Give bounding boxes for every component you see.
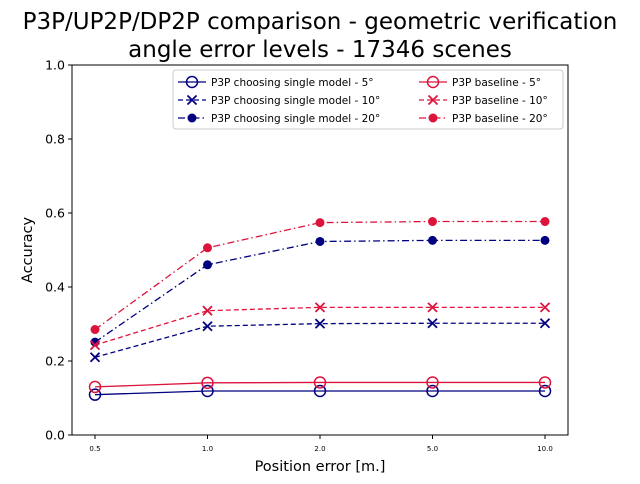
x-tick-label: 0.5 xyxy=(89,445,100,453)
data-point-s5-5-stroke-b xyxy=(539,302,551,313)
legend-label-6: P3P baseline - 20° xyxy=(452,113,548,125)
data-point-s5-1 xyxy=(89,339,101,351)
legend: P3P choosing single model - 5° P3P choosi… xyxy=(172,69,564,130)
legend-marker-5 xyxy=(427,94,439,106)
data-point-s1-4 xyxy=(426,384,439,398)
y-tick-label: 0.4 xyxy=(45,280,65,295)
data-point-s4-2 xyxy=(201,376,214,390)
chart-title-line-1: P3P/UP2P/DP2P comparison - geometric ver… xyxy=(23,9,618,35)
legend-label-2: P3P choosing single model - 10° xyxy=(211,95,380,107)
y-tick-label: 0.2 xyxy=(45,354,65,369)
x-tick-label: 10.0 xyxy=(537,445,553,453)
plot-area: 0.0 0.2 0.4 0.6 0.8 1.0 0.5 1.0 2.0 5.0 10.0 xyxy=(45,58,569,453)
data-point-s2-5 xyxy=(539,318,551,329)
series-line-5 xyxy=(94,306,545,346)
series-line-1 xyxy=(94,390,545,396)
legend-marker-5-stroke-b xyxy=(427,94,439,106)
x-axis-label: Position error [m.] xyxy=(255,459,386,475)
data-point-s6-2 xyxy=(203,243,212,253)
data-point-s3-3 xyxy=(315,236,325,246)
data-point-s4-1 xyxy=(88,380,102,394)
chart-title-line-2: angle error levels - 17346 scenes xyxy=(128,37,512,63)
data-point-s1-3 xyxy=(313,384,327,398)
legend-marker-4 xyxy=(426,75,440,89)
data-point-s2-3 xyxy=(314,318,326,329)
legend-marker-3 xyxy=(187,113,197,123)
legend-marker-2-stroke-b xyxy=(186,94,198,106)
legend-marker-1 xyxy=(185,75,199,89)
series-line-4 xyxy=(94,381,545,388)
data-point-s5-3 xyxy=(314,302,326,313)
y-tick-label: 0.8 xyxy=(45,132,65,147)
data-point-s4-5 xyxy=(538,376,552,389)
series-line-2 xyxy=(94,322,545,358)
legend-label-5: P3P baseline - 10° xyxy=(452,95,548,107)
y-tick-label: 0.6 xyxy=(45,206,65,221)
data-point-s3-5 xyxy=(540,235,550,245)
data-point-s2-4 xyxy=(427,318,438,329)
data-point-s2-2-stroke-b xyxy=(202,321,213,332)
data-point-s3-4 xyxy=(428,235,437,245)
data-point-s2-5-stroke-b xyxy=(539,318,551,329)
data-point-s6-3 xyxy=(315,218,325,228)
data-point-s2-2 xyxy=(202,321,213,332)
data-point-s5-5 xyxy=(539,302,551,313)
data-point-s5-2-stroke-b xyxy=(202,305,213,316)
y-tick-label: 1.0 xyxy=(45,58,65,73)
data-point-s2-3-stroke-b xyxy=(314,318,326,329)
data-point-s5-2 xyxy=(202,305,213,316)
data-point-s6-5 xyxy=(540,217,550,227)
data-point-s2-1-stroke-b xyxy=(89,352,101,363)
data-point-s5-4-stroke-b xyxy=(427,302,438,313)
data-point-s3-2 xyxy=(203,260,212,270)
legend-label-4: P3P baseline - 5° xyxy=(452,77,541,89)
legend-label-1: P3P choosing single model - 5° xyxy=(211,77,374,89)
data-point-s1-1 xyxy=(88,388,102,401)
y-tick-label: 0.0 xyxy=(45,428,65,443)
data-point-s1-2 xyxy=(201,384,214,398)
data-point-s5-4 xyxy=(427,302,438,313)
data-point-s2-4-stroke-b xyxy=(427,318,438,329)
data-point-s1-5 xyxy=(538,384,552,398)
data-point-s5-3-stroke-b xyxy=(314,302,326,313)
x-tick-label: 1.0 xyxy=(202,445,213,453)
series-line-6 xyxy=(94,220,545,331)
x-tick-label: 2.0 xyxy=(314,445,325,453)
data-point-s5-1-stroke-b xyxy=(89,339,101,351)
data-point-s4-3 xyxy=(313,376,327,389)
legend-box xyxy=(172,69,564,130)
x-tick-label: 5.0 xyxy=(427,445,438,453)
legend-marker-2 xyxy=(186,94,198,106)
data-point-s2-1 xyxy=(89,352,101,363)
data-point-s6-1 xyxy=(90,325,100,335)
y-axis-label: Accuracy xyxy=(20,216,36,283)
data-point-s4-4 xyxy=(426,376,439,389)
legend-label-3: P3P choosing single model - 20° xyxy=(211,113,380,125)
legend-marker-6 xyxy=(428,113,438,123)
data-point-s6-4 xyxy=(428,217,437,227)
series-line-3 xyxy=(94,239,545,343)
